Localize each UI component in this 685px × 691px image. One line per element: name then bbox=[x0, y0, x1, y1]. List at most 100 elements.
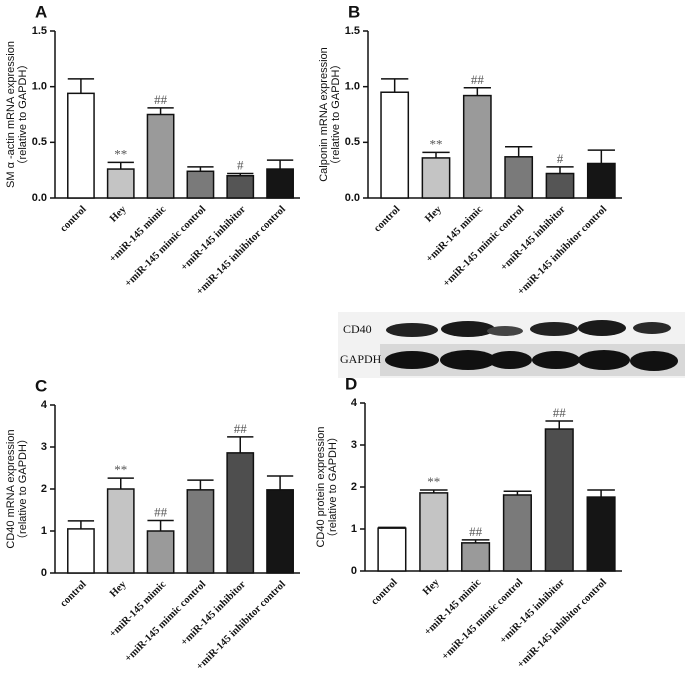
bar bbox=[502, 494, 532, 572]
y-axis-label: （relative to GAPDH） bbox=[16, 433, 29, 545]
bar bbox=[377, 527, 407, 572]
bar bbox=[146, 113, 175, 199]
bar bbox=[67, 528, 95, 574]
panel-label: C bbox=[35, 376, 47, 395]
x-tick-label: +miR-145 inhibitor control bbox=[516, 204, 609, 297]
band bbox=[633, 322, 671, 334]
significance-label: ** bbox=[430, 136, 443, 151]
bar bbox=[544, 428, 574, 572]
chart-panel: D CD40 protein expression （relative to GAP… bbox=[315, 374, 622, 670]
band bbox=[630, 351, 678, 371]
bar bbox=[106, 168, 135, 199]
bar bbox=[504, 156, 534, 199]
bar bbox=[462, 94, 492, 199]
panel-label: D bbox=[345, 374, 357, 393]
blot-label: CD40 bbox=[343, 322, 372, 336]
band bbox=[578, 350, 630, 370]
y-axis-label: CD40 protein expression bbox=[315, 426, 327, 547]
x-tick-label: control bbox=[58, 204, 88, 234]
blot-label: GAPDH bbox=[340, 352, 382, 366]
y-tick-label: 0 bbox=[41, 567, 47, 579]
significance-label: ** bbox=[427, 474, 440, 489]
y-axis-label: （relative to GAPDH） bbox=[326, 431, 339, 543]
significance-label: ## bbox=[234, 421, 248, 436]
x-tick-label: control bbox=[58, 579, 88, 609]
x-tick-label: +miR-145 mimic control bbox=[123, 579, 208, 664]
x-tick-label: control bbox=[372, 204, 402, 234]
y-tick-label: 1.0 bbox=[345, 81, 360, 93]
band bbox=[441, 321, 495, 337]
y-tick-label: 4 bbox=[351, 397, 358, 409]
bar bbox=[586, 162, 616, 199]
y-axis-label: SM α -actin mRNA expression bbox=[5, 41, 17, 188]
y-tick-label: 0.5 bbox=[345, 136, 360, 148]
significance-label: ## bbox=[154, 92, 168, 107]
bar bbox=[186, 489, 215, 574]
y-tick-label: 3 bbox=[351, 439, 357, 451]
x-tick-label: Hey bbox=[421, 577, 442, 598]
bar bbox=[421, 157, 451, 199]
significance-label: # bbox=[557, 151, 564, 166]
band bbox=[488, 351, 532, 369]
significance-label: ## bbox=[553, 405, 567, 420]
band bbox=[440, 350, 496, 370]
significance-label: ## bbox=[469, 524, 483, 539]
y-tick-label: 1.5 bbox=[345, 25, 360, 37]
x-tick-label: Hey bbox=[423, 204, 444, 225]
significance-label: ## bbox=[154, 504, 168, 519]
bar bbox=[266, 168, 294, 199]
band bbox=[487, 326, 523, 336]
band bbox=[530, 322, 578, 336]
y-axis-label: （relative to GAPDH） bbox=[16, 59, 29, 171]
y-tick-label: 1.5 bbox=[32, 25, 47, 37]
x-tick-label: +miR-145 inhibitor control bbox=[515, 577, 608, 670]
bar bbox=[226, 452, 255, 574]
panel-label: A bbox=[35, 2, 47, 21]
y-tick-label: 1.0 bbox=[32, 81, 47, 93]
y-axis-label: CD40 mRNA expression bbox=[5, 429, 17, 548]
significance-label: ** bbox=[114, 146, 127, 161]
bar bbox=[67, 92, 95, 199]
bar bbox=[226, 174, 255, 199]
bar bbox=[266, 489, 294, 574]
y-tick-label: 2 bbox=[351, 481, 357, 493]
band bbox=[532, 351, 580, 369]
bar bbox=[419, 492, 449, 572]
y-tick-label: 1 bbox=[351, 523, 357, 535]
y-tick-label: 1 bbox=[41, 525, 47, 537]
band bbox=[386, 323, 438, 337]
y-tick-label: 2 bbox=[41, 483, 47, 495]
band bbox=[385, 351, 439, 369]
bar bbox=[586, 496, 616, 572]
bar bbox=[461, 542, 491, 572]
y-tick-label: 0 bbox=[351, 565, 357, 577]
panel-label: B bbox=[348, 2, 360, 21]
chart-panel: B Calponin mRNA expression （relative to GA… bbox=[318, 2, 622, 297]
band bbox=[578, 320, 626, 336]
bar bbox=[186, 170, 215, 199]
y-axis-label: （relative to GAPDH） bbox=[329, 59, 342, 171]
significance-label: ** bbox=[114, 462, 127, 477]
western-blot: CD40 GAPDH bbox=[338, 312, 685, 378]
significance-label: # bbox=[237, 157, 244, 172]
significance-label: ## bbox=[471, 72, 485, 87]
x-tick-label: +miR-145 mimic control bbox=[441, 204, 526, 289]
chart-panel: C CD40 mRNA expression （relative to GAPDH）… bbox=[5, 376, 300, 672]
y-tick-label: 0.0 bbox=[345, 192, 360, 204]
y-tick-label: 3 bbox=[41, 441, 47, 453]
x-tick-label: Hey bbox=[108, 204, 129, 225]
x-tick-label: Hey bbox=[108, 579, 129, 600]
y-tick-label: 0.5 bbox=[32, 136, 47, 148]
x-tick-label: control bbox=[369, 577, 399, 607]
y-tick-label: 0.0 bbox=[32, 192, 47, 204]
x-tick-label: +miR-145 mimic control bbox=[123, 204, 208, 289]
bar bbox=[380, 91, 410, 199]
bar bbox=[545, 172, 575, 199]
bar bbox=[146, 530, 175, 574]
y-tick-label: 4 bbox=[41, 399, 48, 411]
y-axis-label: Calponin mRNA expression bbox=[318, 47, 330, 182]
chart-panel: A SM α -actin mRNA expression （relative to… bbox=[5, 2, 300, 297]
bar bbox=[106, 488, 135, 574]
x-tick-label: +miR-145 mimic control bbox=[440, 577, 525, 662]
